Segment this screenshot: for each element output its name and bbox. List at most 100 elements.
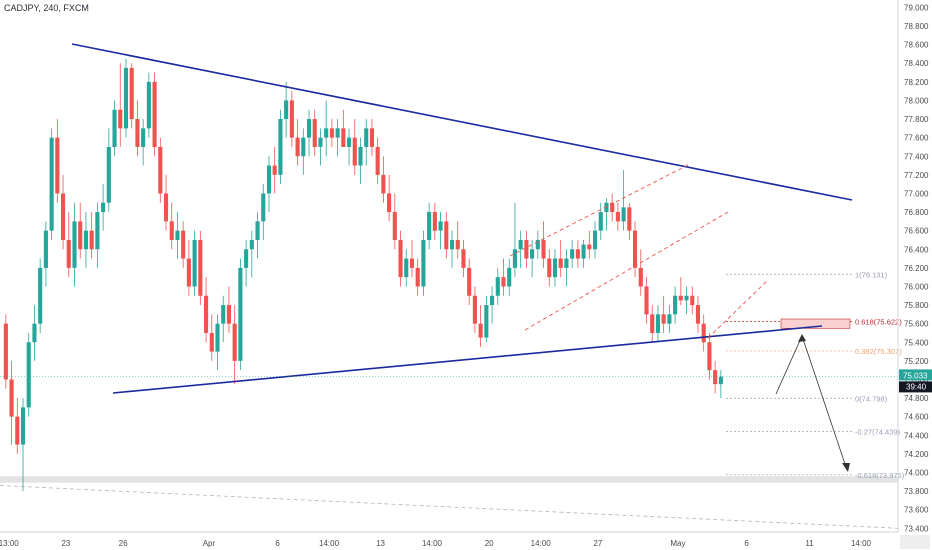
candle-body — [324, 128, 329, 138]
upper-trendline — [71, 43, 853, 201]
y-tick-label: 74.800 — [904, 394, 929, 403]
candle-body — [226, 305, 231, 324]
candle-body — [650, 314, 655, 333]
candle-body — [335, 128, 340, 138]
candle-body — [575, 249, 580, 259]
candle-body — [66, 239, 71, 268]
x-tick-label: 20 — [485, 539, 494, 548]
candle-body — [306, 119, 312, 138]
candle-body — [266, 165, 272, 194]
candle-body — [701, 323, 706, 343]
candle-body — [547, 258, 552, 278]
candle-body — [695, 305, 701, 324]
candle-body — [673, 295, 678, 315]
y-tick-label: 73.400 — [904, 524, 929, 533]
candle-body — [15, 416, 20, 445]
channel-small — [707, 279, 769, 339]
y-tick-label: 78.800 — [904, 22, 929, 31]
countdown-text: 39:40 — [906, 382, 927, 391]
candle-body — [501, 277, 506, 287]
candle-body — [209, 332, 214, 352]
x-tick-label: 6 — [744, 539, 749, 548]
fib-label: 0.382(75.307) — [855, 347, 902, 356]
y-tick-label: 77.800 — [904, 115, 929, 124]
fib-label: -0.618(73.975) — [855, 471, 905, 480]
candle-body — [535, 239, 540, 250]
candle-body — [272, 165, 277, 175]
y-tick-label: 78.600 — [904, 41, 929, 50]
candle-body — [472, 295, 477, 324]
lower-trendline — [112, 325, 823, 394]
candle-body — [398, 239, 403, 278]
candle-body — [592, 230, 598, 250]
candle-body — [633, 230, 638, 268]
candle-body — [432, 212, 437, 231]
candle-body — [541, 239, 546, 259]
candle-body — [175, 230, 180, 240]
x-tick-label: 6 — [275, 539, 280, 548]
candle-body — [427, 212, 432, 240]
candle-body — [278, 119, 283, 175]
y-tick-label: 78.400 — [904, 59, 929, 68]
candle-body — [718, 376, 723, 385]
candle-body — [163, 193, 169, 222]
y-tick-label: 78.000 — [904, 96, 929, 105]
candle-body — [232, 323, 237, 361]
candle-body — [146, 81, 151, 129]
x-tick-label: 23 — [61, 539, 70, 548]
chart-title: CADJPY, 240, FXCM — [4, 3, 89, 13]
candle-body — [604, 202, 609, 213]
candle-body — [169, 221, 174, 240]
candle-body — [255, 221, 260, 240]
candle-body — [341, 128, 346, 147]
y-tick-label: 77.400 — [904, 152, 929, 161]
y-tick-label: 77.600 — [904, 134, 929, 143]
y-tick-label: 74.000 — [904, 468, 929, 477]
candle-body — [690, 295, 695, 306]
y-tick-label: 73.600 — [904, 506, 929, 515]
x-tick-label: 11 — [805, 539, 814, 548]
candle-body — [387, 193, 392, 213]
x-tick-label: 13 — [376, 539, 385, 548]
x-tick-label: 27 — [593, 539, 602, 548]
candle-body — [518, 239, 523, 250]
candle-body — [667, 314, 672, 324]
candle-body — [610, 202, 615, 213]
candle-body — [404, 258, 409, 278]
candle-body — [318, 137, 323, 147]
channel-upper — [509, 164, 689, 257]
y-tick-label: 75.200 — [904, 357, 929, 366]
candle-body — [112, 109, 117, 147]
candle-body — [198, 239, 203, 296]
candle-body — [238, 267, 243, 361]
candle-body — [43, 230, 48, 268]
candle-body — [101, 202, 106, 213]
candle-body — [364, 128, 369, 147]
y-tick-label: 78.200 — [904, 78, 929, 87]
x-tick-label: May — [670, 539, 685, 548]
candle-body — [661, 314, 666, 324]
y-tick-label: 76.600 — [904, 227, 929, 236]
candle-body — [655, 314, 660, 333]
candle-body — [638, 267, 643, 287]
candle-body — [204, 295, 209, 333]
candle-body — [123, 67, 129, 129]
candle-body — [221, 305, 226, 324]
candle-body — [598, 212, 603, 231]
candle-body — [26, 342, 31, 408]
candle-body — [644, 286, 649, 315]
y-tick-label: 77.200 — [904, 171, 929, 180]
candle-body — [358, 146, 363, 166]
candle-body — [186, 258, 191, 287]
y-tick-label: 75.600 — [904, 320, 929, 329]
candle-body — [295, 137, 300, 157]
candle-body — [106, 146, 111, 203]
candle-body — [392, 212, 397, 240]
candle-body — [558, 258, 563, 268]
candle-body — [438, 221, 443, 231]
dashed-trendline — [0, 485, 899, 529]
arrowhead-up — [798, 334, 806, 342]
candle-body — [381, 174, 386, 194]
